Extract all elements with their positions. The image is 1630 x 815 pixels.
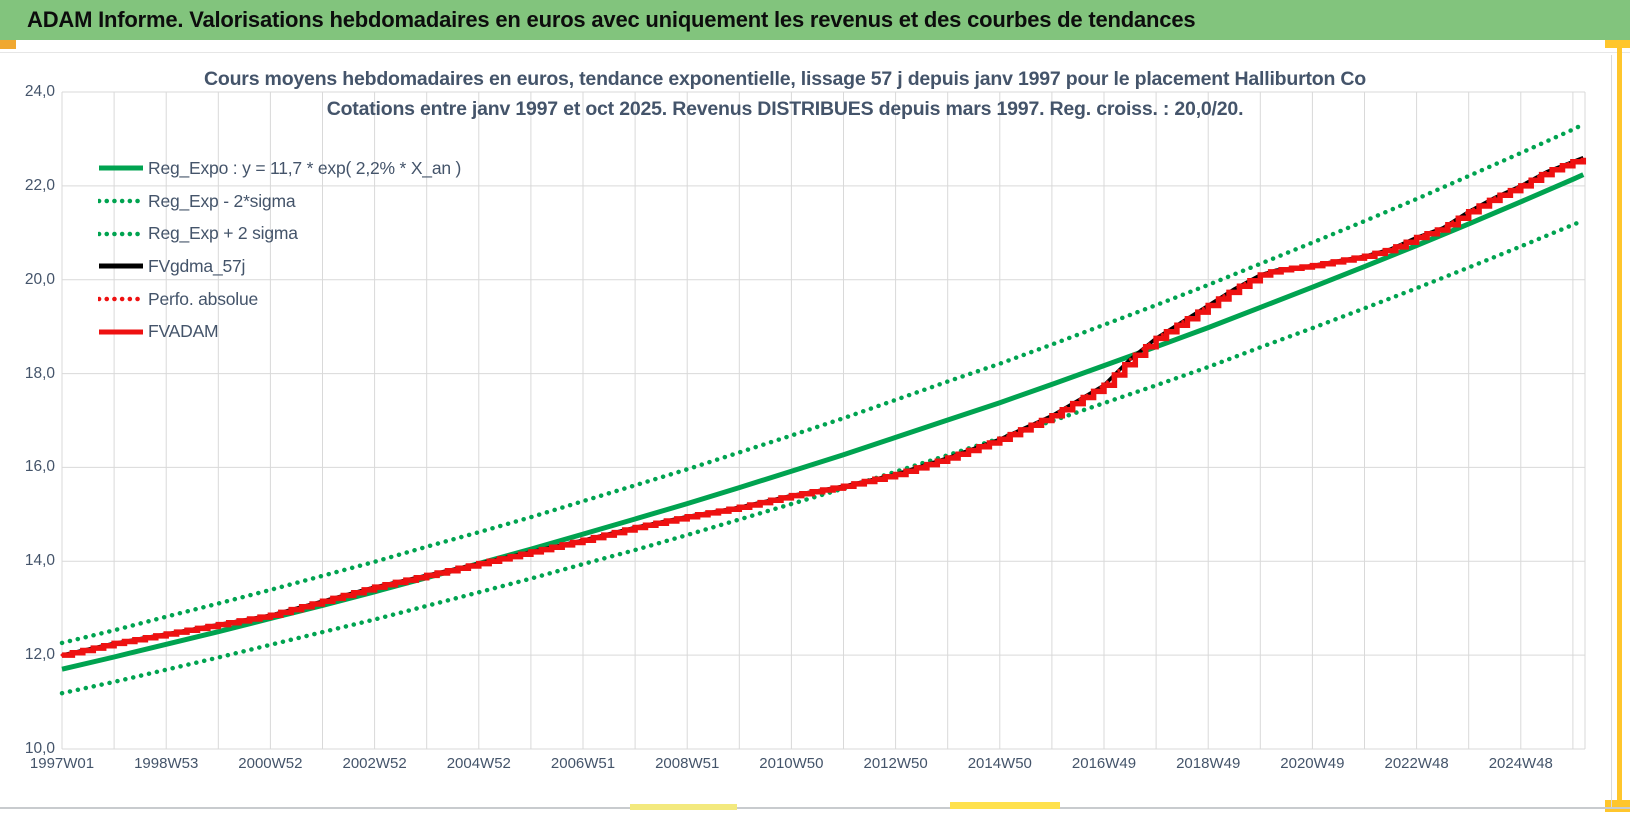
series-line-reg-exp-2-sigma[interactable] [59, 122, 1586, 646]
legend-swatch-solid-line [99, 263, 143, 269]
x-tick-label: 1997W01 [29, 755, 95, 772]
x-tick-label: 2020W49 [1280, 755, 1345, 772]
legend-label: Reg_Exp - 2*sigma [148, 190, 296, 211]
divider-line-bottom [0, 807, 1630, 809]
chart-title-line2: Cotations entre janv 1997 et oct 2025. R… [326, 98, 1244, 120]
divider-line-right [1611, 55, 1612, 807]
x-tick-label: 1998W53 [134, 755, 199, 772]
x-tick-label: 2024W48 [1488, 755, 1553, 772]
legend-item[interactable]: Perfo. absolue [98, 283, 461, 316]
y-tick-label: 20,0 [24, 270, 55, 288]
print-area-marker-top-left [0, 40, 16, 49]
legend-item[interactable]: Reg_Exp + 2 sigma [98, 217, 461, 250]
y-tick-label: 16,0 [24, 458, 55, 476]
print-area-border-right [1617, 46, 1622, 812]
sheet-header-bar: ADAM Informe. Valorisations hebdomadaire… [0, 0, 1630, 40]
legend-label: Reg_Expo : y = 11,7 * exp( 2,2% * X_an ) [148, 157, 462, 178]
chart-legend: Reg_Expo : y = 11,7 * exp( 2,2% * X_an )… [98, 152, 461, 348]
legend-label: FVgdma_57j [148, 255, 246, 276]
x-tick-label: 2006W51 [550, 755, 616, 772]
y-tick-label: 10,0 [24, 740, 55, 757]
legend-swatch-dotted-line [98, 231, 144, 236]
x-tick-label: 2008W51 [655, 755, 720, 772]
sheet-title: ADAM Informe. Valorisations hebdomadaire… [27, 7, 1196, 32]
y-tick-label: 24,0 [24, 83, 55, 100]
y-tick-label: 14,0 [24, 552, 55, 570]
x-tick-label: 2012W50 [863, 755, 928, 772]
x-tick-label: 2018W49 [1176, 755, 1241, 772]
legend-item[interactable]: FVADAM [98, 315, 461, 348]
legend-label: Reg_Exp + 2 sigma [148, 223, 298, 244]
legend-swatch-solid-line [99, 329, 143, 335]
divider-line-top [0, 52, 1630, 53]
x-tick-label: 2000W52 [238, 755, 303, 772]
x-tick-label: 2016W49 [1071, 755, 1137, 772]
y-tick-label: 22,0 [24, 176, 55, 194]
print-area-marker-bottom-1 [630, 804, 737, 810]
print-area-marker-bottom-2 [950, 802, 1060, 809]
y-tick-label: 18,0 [24, 364, 55, 382]
x-tick-label: 2002W52 [342, 755, 407, 772]
legend-swatch-solid-line [99, 165, 143, 171]
x-tick-label: 2022W48 [1384, 755, 1449, 772]
legend-swatch-dotted-line [98, 296, 144, 302]
y-tick-label: 12,0 [24, 646, 55, 664]
chart-title: Cours moyens hebdomadaires en euros, ten… [0, 64, 1570, 124]
x-tick-label: 2014W50 [967, 755, 1032, 772]
legend-label: FVADAM [148, 321, 219, 342]
chart-title-line1: Cours moyens hebdomadaires en euros, ten… [204, 68, 1366, 90]
print-area-marker-top-right [1605, 40, 1630, 48]
x-tick-label: 2004W52 [446, 755, 511, 772]
legend-label: Perfo. absolue [148, 288, 259, 309]
legend-item[interactable]: FVgdma_57j [98, 250, 461, 283]
x-tick-label: 2010W50 [759, 755, 824, 772]
legend-swatch-dotted-line [98, 198, 144, 204]
legend-item[interactable]: Reg_Exp - 2*sigma [98, 185, 461, 218]
legend-item[interactable]: Reg_Expo : y = 11,7 * exp( 2,2% * X_an ) [98, 152, 461, 185]
series-line-fvadam[interactable] [62, 157, 1587, 658]
